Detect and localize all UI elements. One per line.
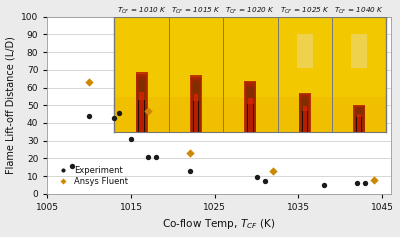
Bar xyxy=(194,94,198,132)
Bar xyxy=(138,100,145,132)
Experiment xyxy=(69,164,76,167)
Bar xyxy=(356,117,362,132)
Bar xyxy=(139,91,144,132)
Bar xyxy=(297,34,313,68)
Bar xyxy=(353,105,365,132)
Bar xyxy=(248,89,253,132)
Bar xyxy=(354,106,364,132)
Bar xyxy=(302,106,307,132)
Bar xyxy=(138,77,146,132)
Bar xyxy=(114,17,169,132)
Bar xyxy=(193,101,199,132)
Bar xyxy=(192,80,200,132)
Bar xyxy=(245,82,256,132)
Bar xyxy=(193,83,199,132)
Experiment xyxy=(186,169,193,173)
Bar xyxy=(355,107,363,132)
Text: $T_{CF}$ = 1040 K: $T_{CF}$ = 1040 K xyxy=(334,6,384,16)
Experiment xyxy=(262,180,268,183)
Bar xyxy=(278,17,332,132)
X-axis label: Co-flow Temp, $T_{CF}$ (K): Co-flow Temp, $T_{CF}$ (K) xyxy=(162,217,276,232)
Bar xyxy=(332,17,386,132)
Experiment xyxy=(145,155,151,159)
Y-axis label: Flame Lift-off Distance (L/D): Flame Lift-off Distance (L/D) xyxy=(6,36,16,174)
Bar xyxy=(247,105,254,132)
Bar xyxy=(300,95,310,132)
Bar xyxy=(302,98,308,132)
Ansys Fluent xyxy=(86,80,92,84)
Text: $T_{CF}$ = 1015 K: $T_{CF}$ = 1015 K xyxy=(171,6,221,16)
Experiment xyxy=(115,111,122,115)
Experiment xyxy=(128,137,134,141)
Bar xyxy=(332,17,386,97)
Ansys Fluent xyxy=(371,178,377,182)
Ansys Fluent xyxy=(145,109,151,113)
Bar xyxy=(138,79,145,132)
Ansys Fluent xyxy=(270,169,276,173)
Text: $T_{CF}$ = 1010 K: $T_{CF}$ = 1010 K xyxy=(117,6,166,16)
Bar xyxy=(137,76,146,132)
Experiment xyxy=(362,181,369,185)
Bar xyxy=(356,109,362,132)
Bar xyxy=(139,81,144,132)
Text: $T_{CF}$ = 1020 K: $T_{CF}$ = 1020 K xyxy=(226,6,275,16)
Experiment xyxy=(153,155,160,159)
Experiment xyxy=(320,183,327,187)
Ansys Fluent xyxy=(186,151,193,155)
Bar xyxy=(190,75,202,132)
Text: $T_{CF}$ = 1025 K: $T_{CF}$ = 1025 K xyxy=(280,6,330,16)
Experiment xyxy=(354,181,360,185)
Bar xyxy=(278,17,332,97)
Bar xyxy=(246,86,254,132)
Bar xyxy=(136,74,147,132)
Bar xyxy=(247,87,254,132)
Bar xyxy=(114,17,169,97)
Bar xyxy=(169,17,223,132)
Bar xyxy=(246,84,255,132)
Bar xyxy=(357,114,361,132)
Bar xyxy=(248,98,252,132)
Experiment xyxy=(111,116,118,119)
Bar xyxy=(169,17,223,97)
Bar xyxy=(223,17,278,132)
Bar xyxy=(356,108,362,132)
Experiment xyxy=(86,114,92,118)
Bar xyxy=(351,34,367,68)
Bar xyxy=(191,77,201,132)
Bar xyxy=(302,99,308,132)
Bar xyxy=(302,111,308,132)
Bar xyxy=(299,93,311,132)
Bar xyxy=(301,96,309,132)
Bar xyxy=(300,94,310,132)
Bar xyxy=(223,17,278,97)
Bar xyxy=(193,82,199,132)
Legend: Experiment, Ansys Fluent: Experiment, Ansys Fluent xyxy=(52,163,131,190)
Experiment xyxy=(254,175,260,179)
Bar xyxy=(354,106,364,132)
Bar xyxy=(136,72,148,132)
Bar xyxy=(191,78,201,132)
Bar xyxy=(244,81,256,132)
